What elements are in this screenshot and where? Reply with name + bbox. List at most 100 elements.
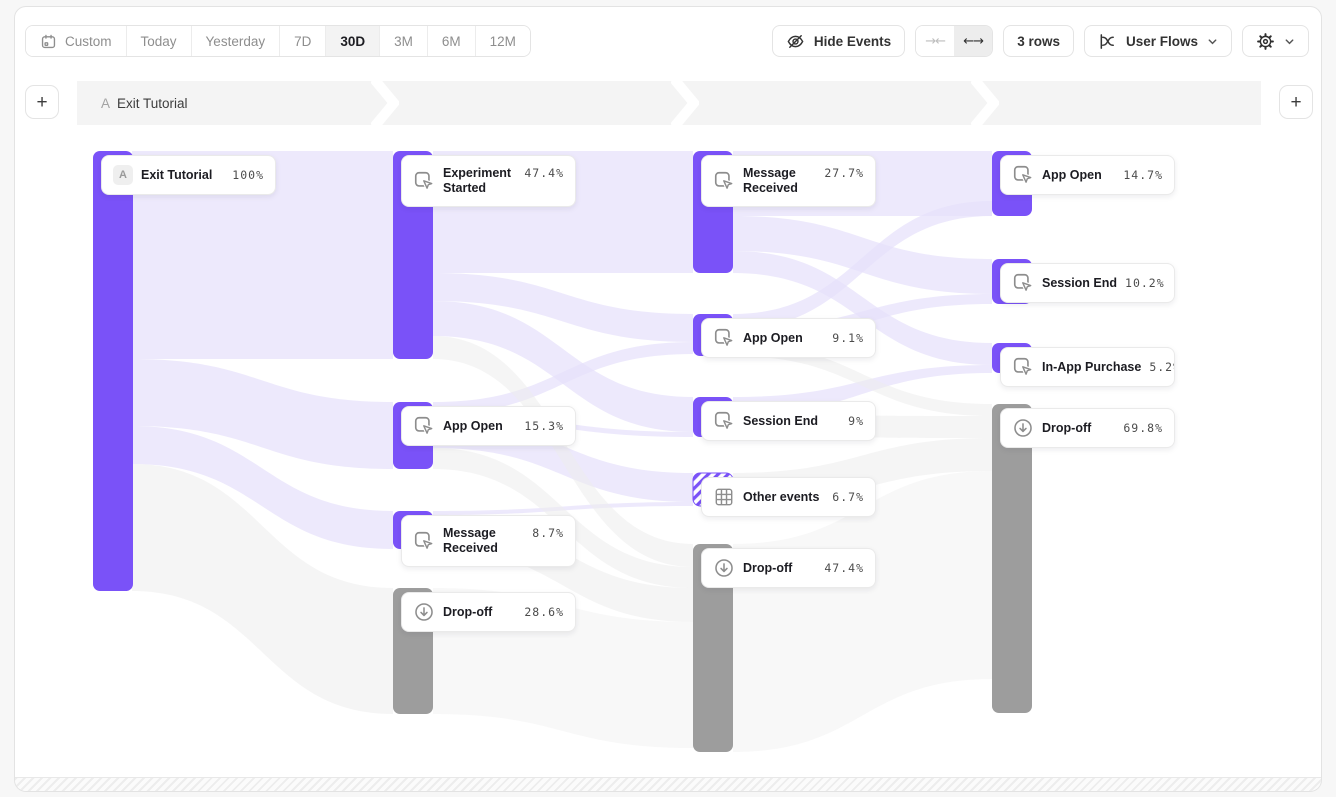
flow-ribbon[interactable] bbox=[132, 464, 393, 714]
collapse-columns-button[interactable]: →← bbox=[916, 26, 955, 56]
flow-node-card-c2-app-open[interactable]: App Open 9.1% bbox=[701, 318, 876, 358]
flow-ribbon[interactable] bbox=[733, 251, 992, 365]
flow-ribbon[interactable] bbox=[433, 336, 693, 567]
arrows-inward-icon: →← bbox=[925, 33, 946, 49]
node-label: In-App Purchase bbox=[1042, 359, 1142, 374]
date-range-yesterday[interactable]: Yesterday bbox=[190, 26, 280, 56]
node-label: App Open bbox=[1042, 167, 1102, 182]
flow-node-card-c2-message-received[interactable]: Message Received 27.7% bbox=[701, 155, 876, 207]
flow-node-card-c2-session-end[interactable]: Session End 9% bbox=[701, 401, 876, 441]
flow-ribbon[interactable] bbox=[733, 216, 992, 294]
date-range-30d[interactable]: 30D bbox=[325, 26, 380, 56]
click-event-icon bbox=[413, 170, 435, 192]
spacing-toggle: →← ←→ bbox=[915, 25, 994, 57]
date-range-3m[interactable]: 3M bbox=[379, 26, 427, 56]
node-label: Drop-off bbox=[743, 560, 793, 575]
flow-node-card-c3-app-open[interactable]: App Open 14.7% bbox=[1000, 155, 1175, 195]
rows-button[interactable]: 3 rows bbox=[1003, 25, 1074, 57]
toolbar-right-cluster: Hide Events →← ←→ 3 rows bbox=[771, 25, 1309, 57]
flow-node-card-c3-session-end[interactable]: Session End 10.2% bbox=[1000, 263, 1175, 303]
node-percentage: 69.8% bbox=[1123, 421, 1163, 435]
flow-node-card-c1-message-received[interactable]: Message Received 8.7% bbox=[401, 515, 576, 567]
other-events-icon bbox=[713, 486, 735, 508]
arrows-outward-icon: ←→ bbox=[963, 33, 984, 49]
rows-label: 3 rows bbox=[1017, 33, 1060, 49]
flow-node-card-c1-app-open[interactable]: App Open 15.3% bbox=[401, 406, 576, 446]
node-percentage: 47.4% bbox=[524, 166, 564, 180]
node-label: Exit Tutorial bbox=[141, 167, 213, 182]
date-range-custom[interactable]: Custom bbox=[26, 26, 126, 56]
hide-events-button[interactable]: Hide Events bbox=[771, 25, 906, 57]
drop-off-icon bbox=[713, 557, 735, 579]
date-range-7d[interactable]: 7D bbox=[279, 26, 326, 56]
flow-ribbon[interactable] bbox=[433, 301, 693, 432]
steps-band: A Exit Tutorial bbox=[77, 81, 1261, 125]
resize-footer-strip[interactable] bbox=[15, 777, 1321, 791]
flow-node-card-c1-drop-off[interactable]: Drop-off 28.6% bbox=[401, 592, 576, 632]
date-range-group: Custom Today Yesterday 7D 30D 3M 6M 12M bbox=[25, 25, 531, 57]
flow-node-card-c2-other-events[interactable]: Other events 6.7% bbox=[701, 477, 876, 517]
node-percentage: 15.3% bbox=[524, 419, 564, 433]
flow-ribbon[interactable] bbox=[433, 342, 693, 414]
date-range-6m[interactable]: 6M bbox=[426, 26, 475, 56]
app-window: A Exit Tutorial 100% Experiment Started 47.4… bbox=[14, 6, 1322, 792]
step-separator-chevron bbox=[971, 81, 999, 125]
flow-bar-c0-exit-tutorial[interactable] bbox=[93, 151, 133, 591]
user-flows-icon bbox=[1098, 32, 1117, 51]
node-percentage: 8.7% bbox=[532, 526, 564, 540]
sankey-canvas: A Exit Tutorial 100% Experiment Started 47.4… bbox=[15, 7, 1321, 791]
flow-bar-c2-drop-off[interactable] bbox=[693, 544, 733, 752]
expand-columns-button[interactable]: ←→ bbox=[954, 26, 993, 56]
click-event-icon bbox=[713, 170, 735, 192]
flow-node-card-c3-in-app-purchase[interactable]: In-App Purchase 5.2% bbox=[1000, 347, 1175, 387]
click-event-icon bbox=[713, 410, 735, 432]
chevron-down-icon bbox=[1207, 36, 1218, 47]
flow-ribbon[interactable] bbox=[733, 344, 992, 416]
node-label: Session End bbox=[1042, 275, 1118, 290]
node-label: Session End bbox=[743, 413, 819, 428]
click-event-icon bbox=[1012, 164, 1034, 186]
flow-ribbon[interactable] bbox=[132, 426, 393, 549]
date-range-12m[interactable]: 12M bbox=[474, 26, 530, 56]
flow-ribbon[interactable] bbox=[733, 471, 992, 752]
step-a-header[interactable]: A Exit Tutorial bbox=[101, 81, 188, 125]
step-separator-chevron bbox=[371, 81, 399, 125]
flow-ribbon[interactable] bbox=[132, 359, 393, 469]
click-event-icon bbox=[1012, 272, 1034, 294]
flow-ribbon[interactable] bbox=[733, 201, 992, 329]
node-percentage: 47.4% bbox=[824, 561, 864, 575]
flow-node-card-c3-drop-off[interactable]: Drop-off 69.8% bbox=[1000, 408, 1175, 448]
node-percentage: 100% bbox=[232, 168, 264, 182]
click-event-icon bbox=[713, 327, 735, 349]
node-label: Message Received bbox=[443, 526, 498, 555]
date-range-today[interactable]: Today bbox=[125, 26, 191, 56]
hide-events-label: Hide Events bbox=[813, 33, 892, 49]
node-percentage: 14.7% bbox=[1123, 168, 1163, 182]
step-a-badge: A bbox=[113, 165, 133, 185]
click-event-icon bbox=[1012, 356, 1034, 378]
node-percentage: 28.6% bbox=[524, 605, 564, 619]
flow-bar-c3-drop-off[interactable] bbox=[992, 404, 1032, 713]
node-label: Experiment Started bbox=[443, 166, 512, 195]
add-step-left-button[interactable]: + bbox=[25, 85, 59, 119]
node-label: App Open bbox=[443, 418, 503, 433]
eye-off-icon bbox=[786, 32, 805, 51]
flow-ribbon[interactable] bbox=[433, 273, 693, 342]
node-label: Drop-off bbox=[1042, 420, 1092, 435]
add-step-right-button[interactable]: + bbox=[1279, 85, 1313, 119]
view-selector-button[interactable]: User Flows bbox=[1083, 25, 1232, 57]
flow-ribbon[interactable] bbox=[132, 151, 393, 359]
drop-off-icon bbox=[1012, 417, 1034, 439]
settings-button[interactable] bbox=[1242, 25, 1309, 57]
node-percentage: 9% bbox=[848, 414, 864, 428]
flow-node-card-c0-exit-tutorial[interactable]: A Exit Tutorial 100% bbox=[101, 155, 276, 195]
toolbar: Custom Today Yesterday 7D 30D 3M 6M 12M Hide Ev… bbox=[25, 25, 1309, 57]
flow-node-card-c2-drop-off[interactable]: Drop-off 47.4% bbox=[701, 548, 876, 588]
node-label: App Open bbox=[743, 330, 803, 345]
node-percentage: 6.7% bbox=[832, 490, 864, 504]
step-a-letter: A bbox=[101, 95, 111, 111]
node-percentage: 10.2% bbox=[1125, 276, 1165, 290]
flow-node-card-c1-experiment-started[interactable]: Experiment Started 47.4% bbox=[401, 155, 576, 207]
flow-steps-header: + A Exit Tutorial + bbox=[15, 81, 1321, 125]
node-label: Drop-off bbox=[443, 604, 493, 619]
